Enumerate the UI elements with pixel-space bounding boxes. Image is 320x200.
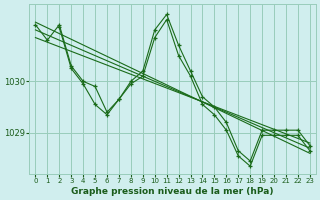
X-axis label: Graphe pression niveau de la mer (hPa): Graphe pression niveau de la mer (hPa) — [71, 187, 274, 196]
